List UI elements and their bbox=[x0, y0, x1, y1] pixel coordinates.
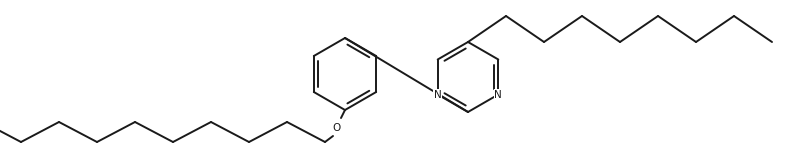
Text: O: O bbox=[332, 123, 340, 133]
Text: N: N bbox=[434, 90, 441, 100]
Text: N: N bbox=[494, 90, 502, 100]
